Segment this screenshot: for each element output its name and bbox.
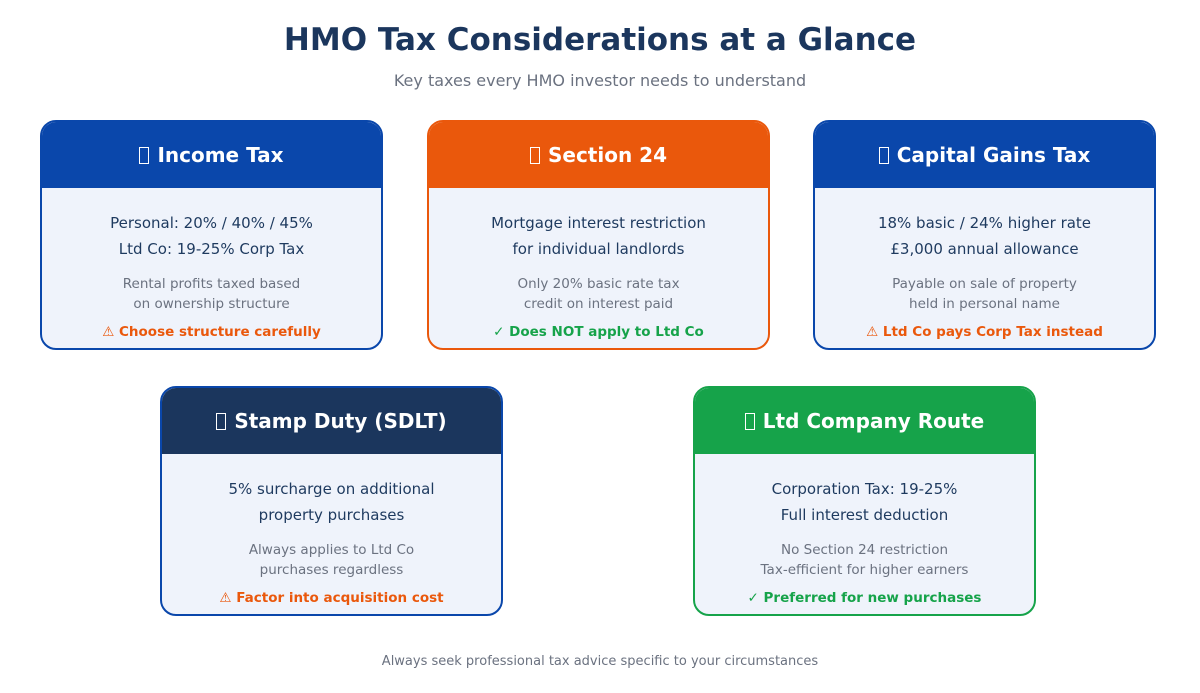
card-title: Section 24 — [547, 143, 667, 167]
card-note: ⚠ Choose structure carefully — [102, 324, 321, 340]
card-detail-2: credit on interest paid — [523, 296, 674, 312]
page-title: HMO Tax Considerations at a Glance — [283, 22, 917, 58]
card-title: Ltd Company Route — [762, 409, 985, 433]
card-detail-1: No Section 24 restriction — [780, 542, 949, 558]
missing-glyph-icon — [529, 146, 540, 164]
card-detail-1: Always applies to Ltd Co — [248, 542, 415, 558]
card-line-2: Full interest deduction — [780, 506, 949, 524]
card-detail-1: Rental profits taxed based — [122, 276, 301, 292]
card-title: Income Tax — [157, 143, 284, 167]
card-detail-2: purchases regardless — [259, 562, 404, 578]
card-title: Stamp Duty (SDLT) — [234, 409, 447, 433]
card-line-2: for individual landlords — [512, 240, 685, 258]
footer-note: Always seek professional tax advice spec… — [381, 654, 819, 669]
card-line-2: £3,000 annual allowance — [890, 240, 1079, 258]
card-section-24: Section 24 Mortgage interest restriction… — [427, 120, 770, 350]
card-line-2: Ltd Co: 19-25% Corp Tax — [118, 240, 305, 258]
card-detail-1: Only 20% basic rate tax — [517, 276, 680, 292]
card-note: ⚠ Factor into acquisition cost — [219, 590, 444, 606]
page-subtitle: Key taxes every HMO investor needs to un… — [393, 71, 807, 90]
card-detail-2: on ownership structure — [133, 296, 290, 312]
card-line-1: Personal: 20% / 40% / 45% — [110, 214, 313, 232]
card-detail-2: held in personal name — [909, 296, 1060, 312]
card-detail-1: Payable on sale of property — [892, 276, 1077, 292]
card-line-1: Corporation Tax: 19-25% — [771, 480, 958, 498]
card-line-2: property purchases — [258, 506, 405, 524]
card-ltd-company-route: Ltd Company Route Corporation Tax: 19-25… — [693, 386, 1036, 616]
card-header: Ltd Company Route — [695, 388, 1034, 454]
missing-glyph-icon — [216, 412, 227, 430]
card-income-tax: Income Tax Personal: 20% / 40% / 45% Ltd… — [40, 120, 383, 350]
card-line-1: 5% surcharge on additional — [228, 480, 435, 498]
card-line-1: 18% basic / 24% higher rate — [877, 214, 1092, 232]
card-line-1: Mortgage interest restriction — [491, 214, 706, 232]
card-header: Stamp Duty (SDLT) — [162, 388, 501, 454]
card-note: ✓ Does NOT apply to Ltd Co — [493, 324, 704, 340]
card-capital-gains-tax: Capital Gains Tax 18% basic / 24% higher… — [813, 120, 1156, 350]
card-header: Section 24 — [429, 122, 768, 188]
card-note: ✓ Preferred for new purchases — [747, 590, 982, 606]
card-title: Capital Gains Tax — [896, 143, 1091, 167]
card-detail-2: Tax-efficient for higher earners — [760, 562, 969, 578]
card-header: Income Tax — [42, 122, 381, 188]
missing-glyph-icon — [139, 146, 150, 164]
card-note: ⚠ Ltd Co pays Corp Tax instead — [866, 324, 1103, 340]
missing-glyph-icon — [744, 412, 755, 430]
card-header: Capital Gains Tax — [815, 122, 1154, 188]
missing-glyph-icon — [878, 146, 889, 164]
card-stamp-duty: Stamp Duty (SDLT) 5% surcharge on additi… — [160, 386, 503, 616]
